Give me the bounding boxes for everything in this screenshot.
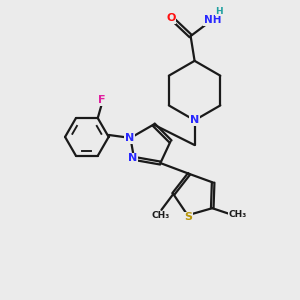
Text: N: N <box>128 153 138 164</box>
Text: N: N <box>190 115 199 125</box>
Text: N: N <box>125 133 134 143</box>
Text: O: O <box>166 13 176 23</box>
Text: S: S <box>184 212 193 222</box>
Text: NH: NH <box>204 15 221 25</box>
Text: H: H <box>215 7 223 16</box>
Text: CH₃: CH₃ <box>151 211 169 220</box>
Text: F: F <box>98 95 106 105</box>
Text: CH₃: CH₃ <box>229 210 247 219</box>
